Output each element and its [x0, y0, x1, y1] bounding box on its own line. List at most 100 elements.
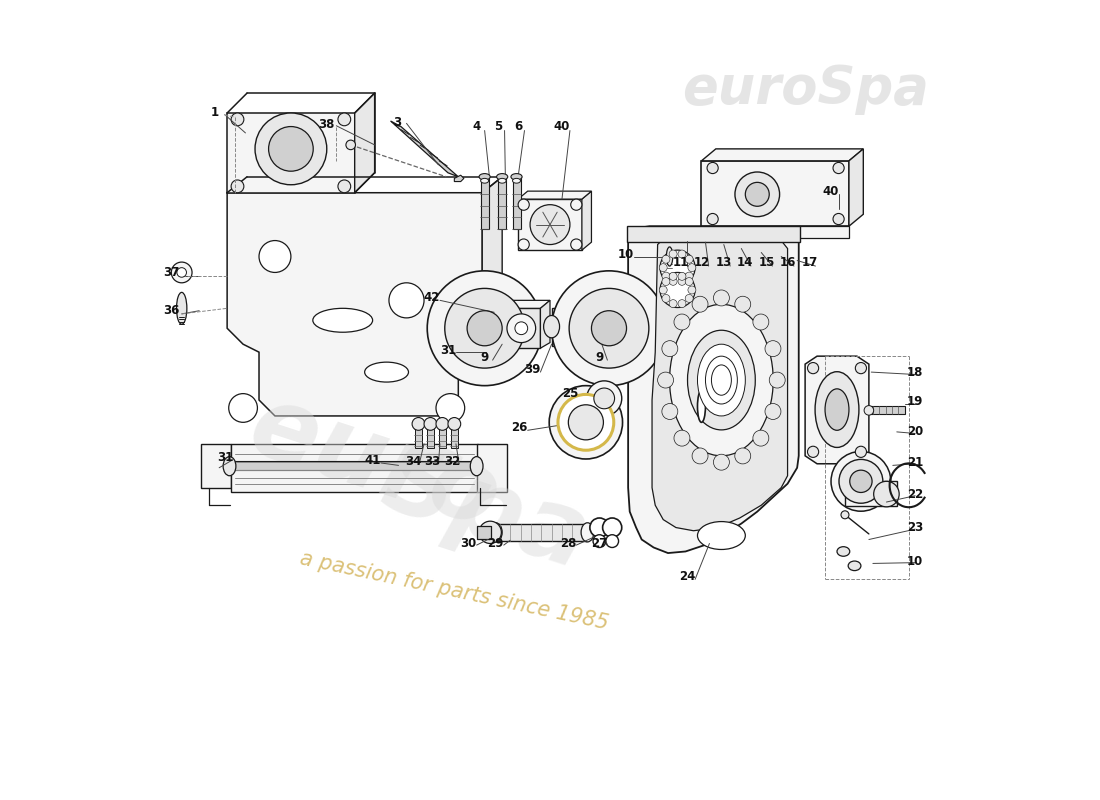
Circle shape [685, 278, 693, 286]
Bar [476, 444, 507, 492]
Circle shape [603, 518, 622, 537]
Bar [439, 424, 446, 448]
Bar [869, 406, 905, 414]
Ellipse shape [705, 356, 737, 404]
Circle shape [586, 381, 622, 416]
Ellipse shape [670, 304, 773, 456]
Polygon shape [227, 193, 482, 416]
Ellipse shape [581, 522, 594, 542]
Text: 12: 12 [694, 256, 711, 270]
Ellipse shape [850, 470, 872, 493]
Circle shape [674, 314, 690, 330]
Text: 10: 10 [617, 248, 634, 261]
Text: 3: 3 [393, 116, 402, 129]
Text: 15: 15 [759, 256, 775, 270]
Circle shape [571, 239, 582, 250]
Text: 6: 6 [514, 120, 522, 133]
Circle shape [746, 182, 769, 206]
Circle shape [752, 430, 769, 446]
Text: 18: 18 [906, 366, 923, 378]
Circle shape [518, 199, 529, 210]
Circle shape [707, 162, 718, 174]
Circle shape [662, 341, 678, 357]
Bar [702, 226, 849, 238]
Circle shape [669, 250, 678, 258]
Circle shape [338, 113, 351, 126]
Text: 13: 13 [716, 256, 732, 270]
Circle shape [685, 294, 693, 302]
Text: 31: 31 [440, 344, 456, 357]
Ellipse shape [697, 522, 746, 550]
Text: 25: 25 [562, 387, 579, 400]
Text: 38: 38 [319, 118, 336, 131]
Text: 40: 40 [823, 185, 839, 198]
Circle shape [338, 180, 351, 193]
Circle shape [551, 271, 667, 386]
Circle shape [507, 314, 536, 342]
Circle shape [674, 430, 690, 446]
Circle shape [678, 250, 686, 258]
Circle shape [714, 454, 729, 470]
Circle shape [231, 113, 244, 126]
Text: 24: 24 [679, 570, 695, 583]
Circle shape [468, 310, 503, 346]
Circle shape [258, 241, 290, 273]
Circle shape [389, 283, 424, 318]
Ellipse shape [667, 247, 673, 266]
Circle shape [685, 255, 693, 263]
Polygon shape [518, 191, 592, 199]
Circle shape [594, 388, 615, 409]
Text: euro: euro [238, 378, 512, 550]
Circle shape [678, 278, 686, 286]
Ellipse shape [697, 390, 705, 422]
Circle shape [669, 300, 678, 308]
Text: 21: 21 [908, 456, 923, 469]
Polygon shape [390, 121, 459, 177]
Circle shape [229, 394, 257, 422]
Circle shape [412, 418, 425, 430]
Polygon shape [482, 177, 503, 320]
Circle shape [735, 296, 750, 312]
Circle shape [659, 264, 668, 272]
Polygon shape [652, 241, 788, 530]
Text: 22: 22 [908, 487, 923, 501]
Circle shape [436, 418, 449, 430]
Circle shape [345, 140, 355, 150]
Text: 16: 16 [780, 256, 796, 270]
Text: 34: 34 [405, 455, 421, 468]
Circle shape [856, 362, 867, 374]
Circle shape [659, 286, 668, 294]
Ellipse shape [510, 174, 522, 180]
Bar [416, 424, 421, 448]
Circle shape [688, 264, 696, 272]
Circle shape [255, 113, 327, 185]
Ellipse shape [543, 315, 560, 338]
Circle shape [678, 300, 686, 308]
Ellipse shape [496, 174, 508, 180]
Circle shape [518, 239, 529, 250]
Text: euroSpa: euroSpa [682, 63, 928, 115]
Text: 30: 30 [461, 537, 476, 550]
Ellipse shape [873, 482, 899, 507]
Text: 40: 40 [553, 120, 570, 133]
Text: 17: 17 [802, 256, 818, 270]
Ellipse shape [825, 389, 849, 430]
Ellipse shape [712, 365, 732, 395]
Text: 14: 14 [737, 256, 754, 270]
Text: 20: 20 [908, 426, 923, 438]
Polygon shape [503, 300, 550, 308]
Circle shape [707, 214, 718, 225]
Circle shape [714, 290, 729, 306]
Circle shape [424, 418, 437, 430]
Circle shape [515, 322, 528, 334]
Circle shape [833, 162, 844, 174]
Polygon shape [513, 177, 520, 229]
Circle shape [660, 250, 695, 285]
Circle shape [662, 278, 670, 286]
Bar [427, 424, 433, 448]
Polygon shape [227, 113, 354, 193]
Text: 42: 42 [424, 291, 440, 305]
Circle shape [735, 448, 750, 464]
Polygon shape [498, 177, 506, 229]
Circle shape [172, 262, 192, 283]
